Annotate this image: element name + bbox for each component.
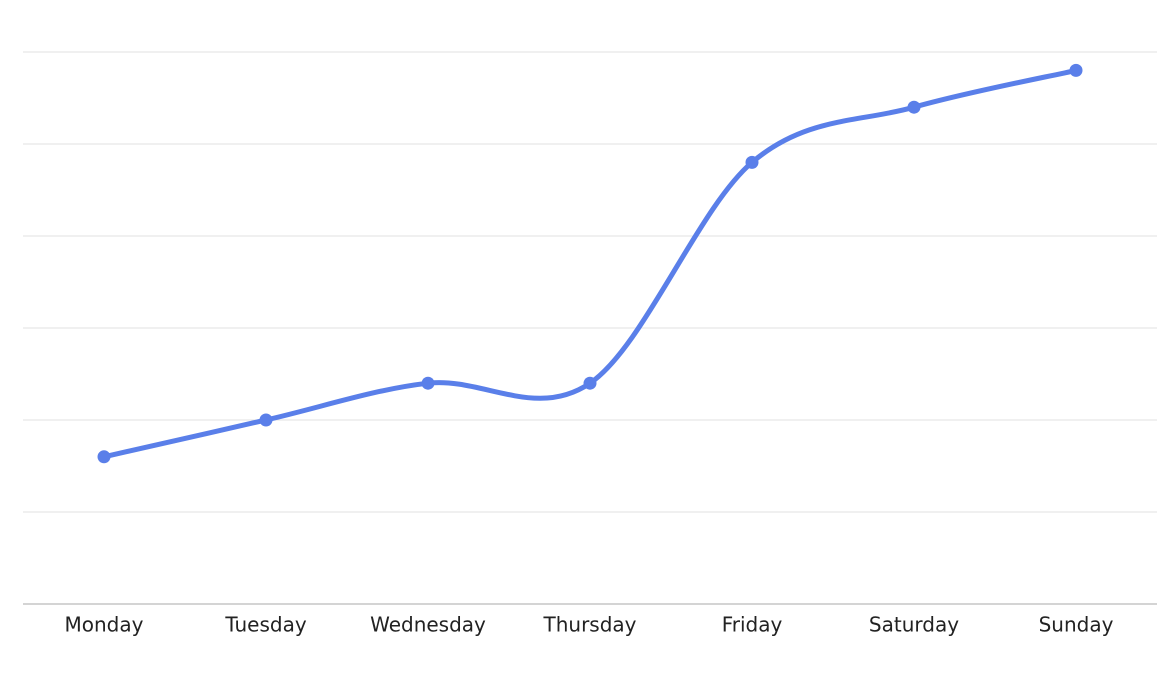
data-point [259, 413, 273, 427]
x-tick-label: Sunday [1039, 613, 1114, 637]
x-tick-label: Monday [65, 613, 144, 637]
x-tick-label: Thursday [543, 613, 637, 637]
data-point [1069, 63, 1083, 77]
x-tick-label: Wednesday [370, 613, 486, 637]
data-point [421, 376, 435, 390]
x-tick-label: Saturday [869, 613, 959, 637]
data-point [745, 155, 759, 169]
data-point [583, 376, 597, 390]
x-tick-label: Tuesday [224, 613, 307, 637]
data-point [97, 450, 111, 464]
x-tick-label: Friday [722, 613, 783, 637]
data-line [101, 67, 1079, 460]
data-point [907, 100, 921, 114]
